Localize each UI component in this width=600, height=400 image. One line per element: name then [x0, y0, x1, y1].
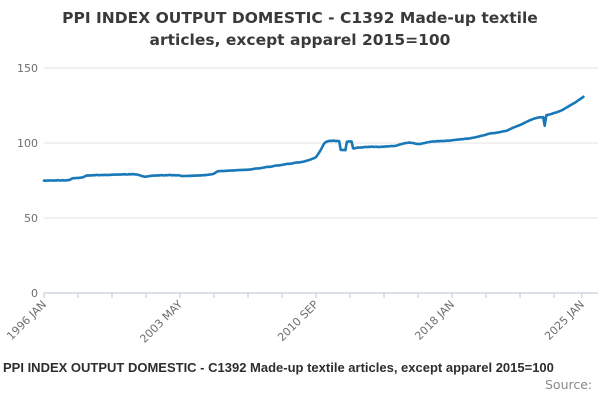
- y-tick-label: 0: [31, 287, 38, 300]
- footer-caption: PPI INDEX OUTPUT DOMESTIC - C1392 Made-u…: [3, 360, 554, 375]
- x-tick-label: 2003 MAY: [137, 298, 185, 346]
- x-tick-label: 2018 JAN: [412, 298, 457, 343]
- y-tick-label: 50: [24, 212, 38, 225]
- y-tick-label: 150: [17, 62, 38, 75]
- chart-title: PPI INDEX OUTPUT DOMESTIC - C1392 Made-u…: [62, 9, 538, 49]
- y-tick-label: 100: [17, 137, 38, 150]
- x-tick-label: 2025 JAN: [542, 298, 587, 343]
- footer-source-label: Source:: [545, 377, 593, 392]
- line-chart-canvas: 0 50 100 150 1996 JAN 2003 MAY 2010 SEP 2018 JA…: [4, 62, 598, 346]
- x-tick-label: 2010 SEP: [275, 298, 321, 344]
- x-tick-label: 1996 JAN: [4, 298, 49, 343]
- series-line: [42, 95, 585, 183]
